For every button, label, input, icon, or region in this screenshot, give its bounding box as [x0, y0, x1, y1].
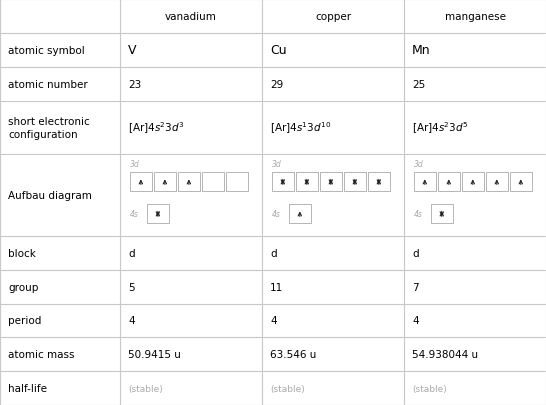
- Bar: [368, 173, 390, 192]
- Text: 50.9415 u: 50.9415 u: [128, 350, 181, 359]
- Text: 4s: 4s: [130, 210, 139, 219]
- Text: 25: 25: [412, 79, 425, 90]
- Bar: [438, 173, 460, 192]
- Text: manganese: manganese: [444, 12, 506, 22]
- Bar: [154, 173, 176, 192]
- Text: 4s: 4s: [272, 210, 281, 219]
- Text: atomic symbol: atomic symbol: [8, 46, 85, 55]
- Text: 4: 4: [270, 315, 277, 326]
- Bar: [320, 173, 342, 192]
- Text: Cu: Cu: [270, 44, 287, 57]
- Text: d: d: [128, 248, 135, 258]
- Text: 3d: 3d: [414, 160, 424, 169]
- Text: (stable): (stable): [270, 384, 305, 392]
- Text: 3d: 3d: [272, 160, 282, 169]
- Text: $[\mathrm{Ar}]4s^{2}3d^{5}$: $[\mathrm{Ar}]4s^{2}3d^{5}$: [412, 120, 469, 136]
- Text: Aufbau diagram: Aufbau diagram: [8, 191, 92, 200]
- Text: copper: copper: [315, 12, 351, 22]
- Text: 4s: 4s: [414, 210, 423, 219]
- Text: group: group: [8, 282, 38, 292]
- Text: 3d: 3d: [130, 160, 140, 169]
- Text: (stable): (stable): [412, 384, 447, 392]
- Text: 5: 5: [128, 282, 135, 292]
- Bar: [510, 173, 532, 192]
- Bar: [147, 205, 169, 224]
- Text: V: V: [128, 44, 136, 57]
- Text: 54.938044 u: 54.938044 u: [412, 350, 478, 359]
- Bar: [178, 173, 200, 192]
- Text: $[\mathrm{Ar}]4s^{1}3d^{10}$: $[\mathrm{Ar}]4s^{1}3d^{10}$: [270, 120, 331, 136]
- Bar: [296, 173, 318, 192]
- Bar: [462, 173, 484, 192]
- Text: 29: 29: [270, 79, 283, 90]
- Bar: [431, 205, 453, 224]
- Text: 7: 7: [412, 282, 419, 292]
- Text: d: d: [270, 248, 277, 258]
- Text: half-life: half-life: [8, 383, 47, 393]
- Text: block: block: [8, 248, 36, 258]
- Bar: [130, 173, 152, 192]
- Text: d: d: [412, 248, 419, 258]
- Bar: [289, 205, 311, 224]
- Bar: [344, 173, 366, 192]
- Text: $[\mathrm{Ar}]4s^{2}3d^{3}$: $[\mathrm{Ar}]4s^{2}3d^{3}$: [128, 120, 185, 136]
- Text: 4: 4: [128, 315, 135, 326]
- Text: 23: 23: [128, 79, 141, 90]
- Bar: [486, 173, 508, 192]
- Text: (stable): (stable): [128, 384, 163, 392]
- Text: short electronic
configuration: short electronic configuration: [8, 117, 90, 139]
- Bar: [226, 173, 248, 192]
- Text: 4: 4: [412, 315, 419, 326]
- Bar: [272, 173, 294, 192]
- Text: 63.546 u: 63.546 u: [270, 350, 317, 359]
- Bar: [414, 173, 436, 192]
- Text: 11: 11: [270, 282, 283, 292]
- Bar: [202, 173, 224, 192]
- Text: atomic mass: atomic mass: [8, 350, 74, 359]
- Text: Mn: Mn: [412, 44, 431, 57]
- Text: vanadium: vanadium: [165, 12, 217, 22]
- Text: period: period: [8, 315, 41, 326]
- Text: atomic number: atomic number: [8, 79, 88, 90]
